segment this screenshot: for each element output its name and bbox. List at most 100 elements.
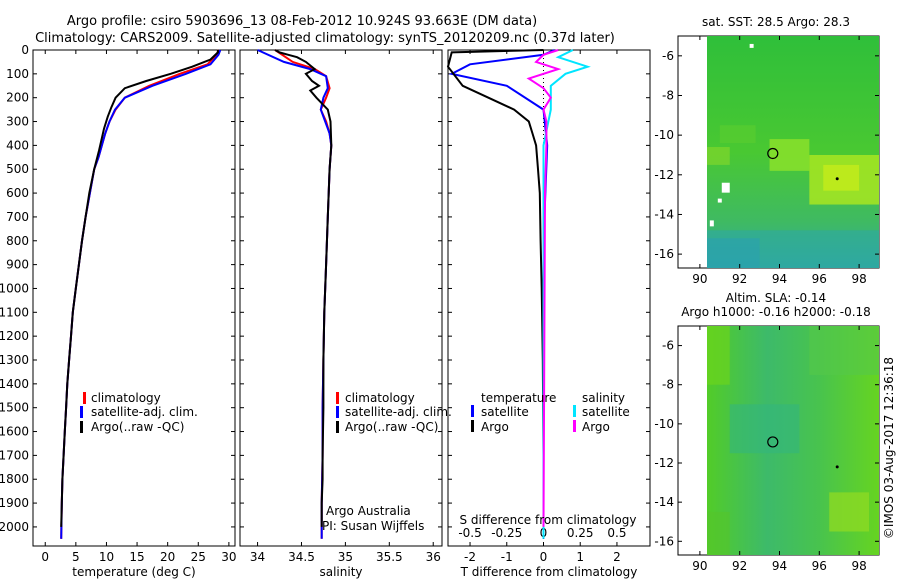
map-x-tick-label: 94 (772, 559, 787, 573)
sla-map-patches (707, 326, 879, 555)
temperature-chart: 0100200300400500600700800900100011001200… (0, 43, 237, 564)
legend-label-climatology: climatology (345, 391, 415, 405)
x-tick-label: 0 (41, 550, 49, 564)
map-patch (729, 404, 800, 454)
y-tick-label: 1000 (0, 281, 29, 295)
secondary-location-marker (835, 177, 839, 181)
map-patch (769, 139, 810, 171)
map-patch (809, 326, 879, 375)
difference-salinity-legend: salinity satellite Argo (573, 391, 630, 434)
salinity-legend: climatology satellite-adj. clim. Argo(..… (336, 391, 452, 434)
s-difference-axis-label: S difference from climatology (460, 513, 637, 527)
sla-map-title-line1: Altim. SLA: -0.14 (726, 291, 826, 305)
sst-map-patches (707, 43, 879, 268)
map-y-tick-label: -16 (654, 534, 674, 548)
x-tick-label: 35 (338, 550, 353, 564)
y-tick-label: 1600 (0, 425, 29, 439)
x-tick-label: 20 (160, 550, 175, 564)
sla-map-image (707, 326, 879, 555)
s-tick-label: 0.5 (607, 526, 626, 540)
y-tick-label: 1900 (0, 496, 29, 510)
difference-xlabel: T difference from climatology (460, 565, 638, 579)
legend-swatch-temp-argo (471, 420, 474, 432)
map-patch (719, 125, 756, 144)
salinity-panel-frame (239, 49, 443, 547)
series-salinity-argo (526, 49, 562, 527)
x-tick-label: 2 (613, 550, 621, 564)
legend-label-satellite: satellite-adj. clim. (91, 405, 198, 419)
legend-title-salinity: salinity (582, 391, 625, 405)
s-tick-label: -0.5 (458, 526, 481, 540)
x-tick-label: 25 (191, 550, 206, 564)
x-tick-label: 34 (250, 550, 265, 564)
temperature-legend: climatology satellite-adj. clim. Argo(..… (80, 391, 198, 434)
map-y-tick-label: -12 (654, 456, 674, 470)
map-patch (707, 147, 730, 165)
legend-label-sal-argo: Argo (582, 420, 610, 434)
legend-swatch-sal-satellite (573, 405, 576, 417)
y-tick-label: 0 (21, 43, 29, 57)
map-x-tick-label: 90 (692, 272, 707, 286)
series-argo-raw-qc (60, 50, 219, 527)
y-tick-label: 1500 (0, 401, 29, 415)
legend-label-temp-argo: Argo (481, 420, 509, 434)
x-tick-label: -2 (464, 550, 476, 564)
y-tick-label: 500 (6, 162, 29, 176)
legend-label-temp-satellite: satellite (481, 405, 529, 419)
map-y-tick-label: -8 (662, 88, 674, 102)
x-tick-label: 15 (129, 550, 144, 564)
x-tick-label: 1 (576, 550, 584, 564)
legend-swatch-climatology (336, 392, 339, 404)
legend-label-argo: Argo(..raw -QC) (91, 420, 184, 434)
y-tick-label: 1200 (0, 329, 29, 343)
legend-label-argo: Argo(..raw -QC) (345, 420, 438, 434)
x-tick-label: -1 (501, 550, 513, 564)
imos-credit: ©IMOS 03-Aug-2017 12:36:18 (882, 357, 896, 539)
legend-swatch-argo (80, 421, 83, 433)
series-argo-raw-qc (274, 49, 333, 527)
salinity-xlabel: salinity (319, 565, 362, 579)
pi-annotation: PI: Susan Wijffels (322, 519, 424, 533)
y-tick-label: 700 (6, 210, 29, 224)
map-patch (707, 238, 760, 268)
map-x-tick-label: 92 (732, 559, 747, 573)
sst-map-image (707, 36, 879, 268)
y-tick-label: 900 (6, 258, 29, 272)
legend-swatch-temp-satellite (471, 405, 474, 417)
map-x-tick-label: 94 (772, 272, 787, 286)
map-patch (717, 198, 722, 203)
y-tick-label: 600 (6, 186, 29, 200)
profile-location-marker (767, 436, 779, 448)
salinity-chart: 34 34.5 35 35.5 36 (240, 49, 442, 564)
map-y-tick-label: -10 (654, 128, 674, 142)
y-tick-label: 800 (6, 234, 29, 248)
legend-swatch-sal-argo (573, 420, 576, 432)
legend-title-temperature: temperature (481, 391, 556, 405)
map-patch (823, 164, 860, 191)
map-patch (721, 182, 730, 193)
secondary-location-marker (835, 465, 839, 469)
map-x-tick-label: 98 (851, 272, 866, 286)
map-y-tick-label: -8 (662, 378, 674, 392)
map-x-tick-label: 98 (851, 559, 866, 573)
map-patch (707, 326, 730, 385)
legend-swatch-satellite (80, 406, 83, 418)
y-tick-label: 1100 (0, 305, 29, 319)
y-tick-label: 200 (6, 91, 29, 105)
y-tick-label: 100 (6, 67, 29, 81)
difference-panel-frame (447, 49, 651, 547)
x-tick-label: 10 (99, 550, 114, 564)
difference-temperature-legend: temperature satellite Argo (471, 391, 556, 434)
x-tick-label: 5 (72, 550, 80, 564)
legend-swatch-satellite (336, 406, 339, 418)
s-tick-label: -0.25 (491, 526, 522, 540)
profile-location-marker (767, 147, 779, 160)
map-patch (749, 43, 754, 48)
figure-title-line1: Argo profile: csiro 5903696_13 08-Feb-20… (67, 14, 537, 29)
sst-map-title: sat. SST: 28.5 Argo: 28.3 (702, 15, 850, 29)
y-tick-label: 1400 (0, 377, 29, 391)
x-tick-label: 0 (540, 550, 548, 564)
x-tick-label: 36 (426, 550, 441, 564)
